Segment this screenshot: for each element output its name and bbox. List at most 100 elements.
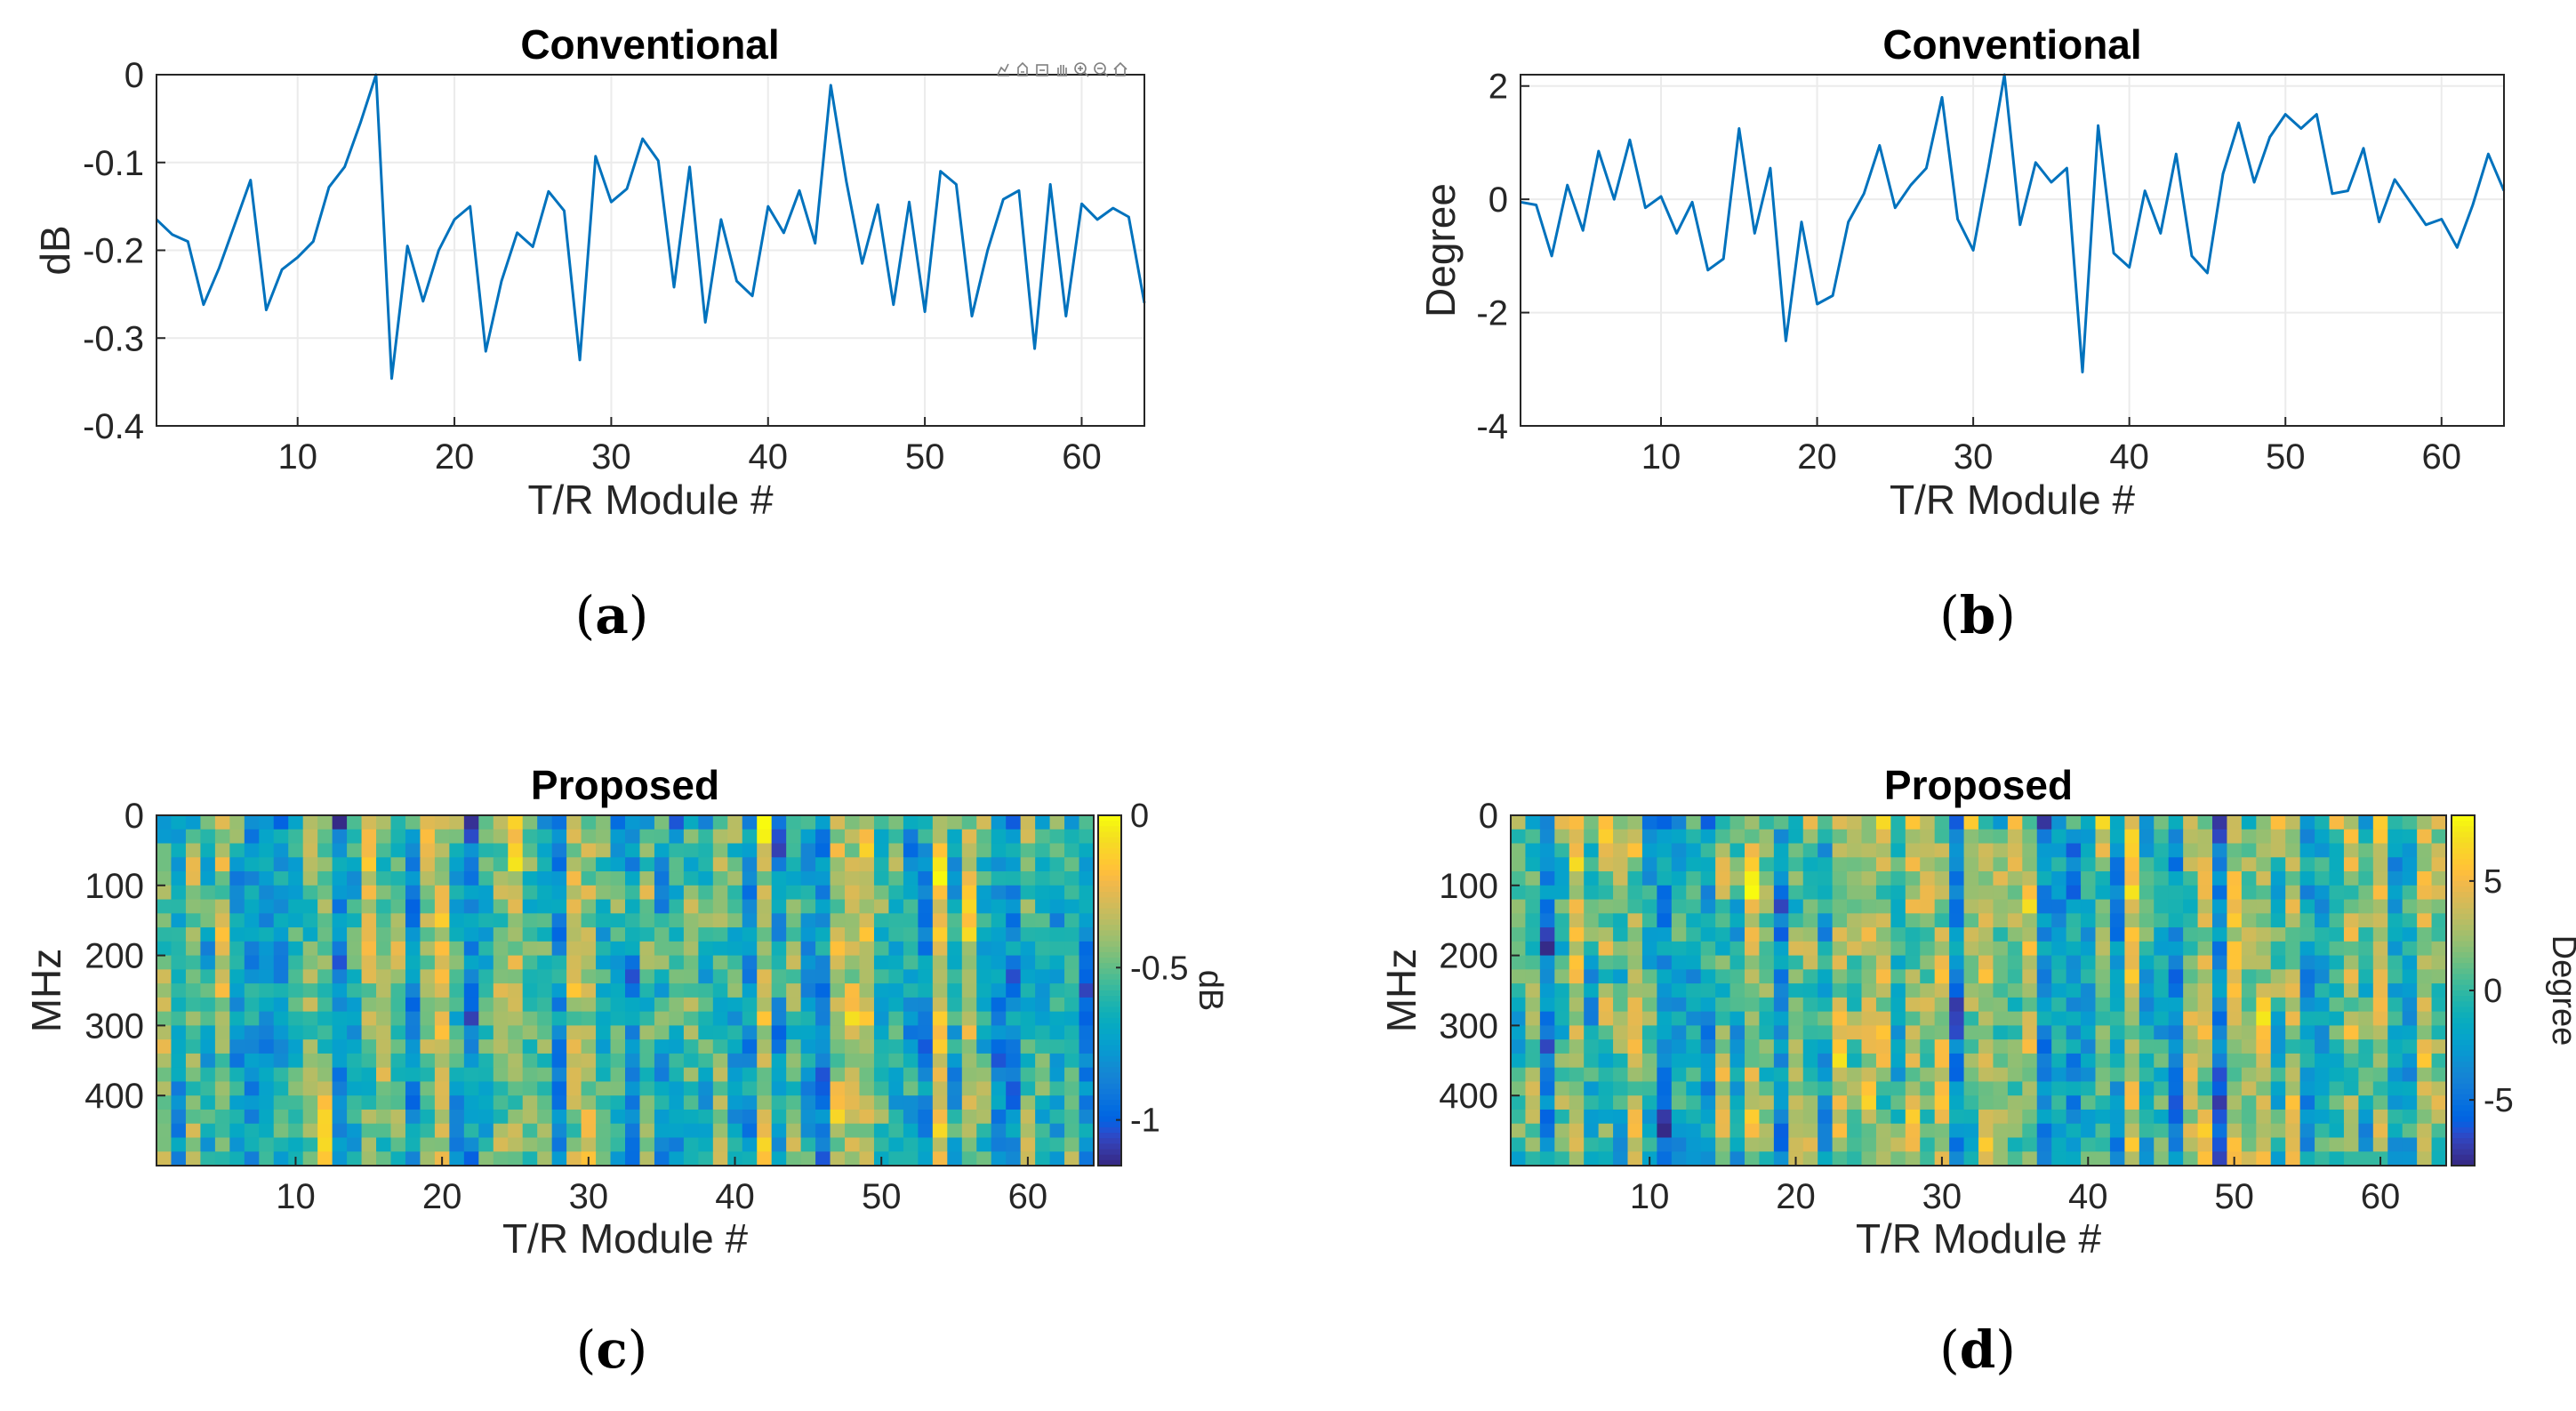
panel-c-heatmap-cell (537, 829, 553, 845)
panel-c-heatmap-cell (347, 843, 363, 858)
panel-d-heatmap-cell (2417, 913, 2433, 928)
panel-c-heatmap-cell (947, 815, 963, 830)
zoom-out-icon[interactable] (1094, 62, 1109, 77)
panel-c-heatmap-cell (478, 843, 494, 858)
panel-a-x-tick-label: 40 (749, 437, 789, 477)
panel-d-heatmap-cell (1729, 1067, 1745, 1083)
panel-d-heatmap-cell (1759, 1151, 1775, 1166)
panel-c-heatmap-cell (771, 969, 787, 984)
panel-d-heatmap-cell (1729, 1025, 1745, 1040)
panel-d-heatmap-cell (1627, 815, 1643, 830)
panel-c-heatmap-cell (742, 829, 758, 845)
panel-d-heatmap-cell (2387, 815, 2403, 830)
panel-d-heatmap-cell (1890, 1081, 1906, 1096)
panel-d-heatmap-cell (2139, 969, 2155, 984)
panel-d-heatmap-cell (1978, 1025, 1994, 1040)
brush-icon[interactable] (997, 63, 1009, 76)
panel-d-heatmap-cell (1598, 941, 1614, 957)
panel-d-heatmap-cell (1978, 843, 1994, 858)
panel-d-heatmap-cell (1657, 913, 1673, 928)
panel-c-heatmap-cell (171, 1123, 187, 1139)
panel-c-heatmap-cell (918, 1011, 934, 1026)
panel-d-heatmap-cell (2358, 1067, 2374, 1083)
panel-c-heatmap-cell (361, 927, 377, 942)
panel-d-heatmap-cell (2139, 1011, 2155, 1026)
panel-c-heatmap-cell (727, 1137, 743, 1152)
panel-d-heatmap-cell (2183, 843, 2199, 858)
panel-d-heatmap-cell (2022, 815, 2038, 830)
panel-c-heatmap-cell (566, 1039, 582, 1054)
home-icon[interactable] (1113, 61, 1128, 76)
panel-d-heatmap-cell (2285, 969, 2301, 984)
panel-c-heatmap-cell (1006, 843, 1022, 858)
panel-d-heatmap-cell (1949, 997, 1965, 1013)
pan-icon[interactable] (1057, 65, 1067, 76)
panel-d-heatmap-cell (2036, 1011, 2052, 1026)
panel-c-heatmap-cell (347, 815, 363, 830)
panel-c-heatmap-cell (976, 829, 992, 845)
panel-c-heatmap-cell (508, 927, 524, 942)
panel-a-axes-toolbar[interactable] (997, 61, 1128, 77)
panel-c-heatmap-cell (698, 1025, 714, 1040)
panel-d-heatmap-cell (2154, 815, 2170, 830)
panel-c-heatmap-cell (742, 983, 758, 998)
panel-d-heatmap-cell (1963, 1039, 1979, 1054)
panel-d-heatmap-cell (2154, 1025, 2170, 1040)
panel-d-heatmap-cell (2036, 1137, 2052, 1152)
panel-d-heatmap-cell (2051, 1109, 2067, 1125)
panel-c-heatmap-cell (581, 885, 597, 901)
panel-d-heatmap-cell (1686, 843, 1702, 858)
panel-d-heatmap-cell (2051, 815, 2067, 830)
panel-d-heatmap-cell (2431, 927, 2447, 942)
panel-d-heatmap-cell (1745, 843, 1761, 858)
panel-d-heatmap-cell (1759, 829, 1775, 845)
panel-d-heatmap-cell (1657, 969, 1673, 984)
panel-c-heatmap-cell (947, 1053, 963, 1069)
panel-d-heatmap-cell (2402, 843, 2418, 858)
zoom-in-icon[interactable] (1074, 62, 1089, 77)
panel-d-heatmap-cell (2022, 1081, 2038, 1096)
panel-d-heatmap-cell (2183, 1081, 2199, 1096)
export-icon[interactable] (1036, 64, 1048, 76)
panel-d-heatmap-cell (2051, 1025, 2067, 1040)
panel-d-heatmap-cell (1729, 1123, 1745, 1139)
panel-d-heatmap-cell (2241, 1123, 2257, 1139)
panel-d-heatmap-cell (1598, 1081, 1614, 1096)
panel-d-heatmap-cell (2081, 1109, 2097, 1125)
panel-c-heatmap-cell (288, 1067, 304, 1083)
panel-c-heatmap-cell (596, 927, 612, 942)
panel-c-heatmap-cell (683, 1109, 699, 1125)
datatip-icon[interactable] (1017, 61, 1028, 76)
panel-d-heatmap-cell (1993, 843, 2009, 858)
panel-c-heatmap-cell (932, 829, 948, 845)
panel-d-heatmap-cell (2358, 1109, 2374, 1125)
panel-d-heatmap-cell (2372, 1025, 2388, 1040)
panel-d-heatmap-cell (2431, 815, 2447, 830)
panel-d-heatmap-cell (2051, 871, 2067, 886)
panel-c-heatmap-cell (712, 913, 728, 928)
panel-d-colorbar-swatch (2452, 1067, 2475, 1073)
panel-c-heatmap-cell (639, 871, 655, 886)
panel-d-heatmap-cell (1598, 829, 1614, 845)
panel-d-heatmap-cell (1993, 857, 2009, 872)
panel-d-heatmap-cell (1818, 1109, 1834, 1125)
panel-d-heatmap-cell (1511, 1053, 1527, 1069)
panel-d-heatmap-cell (2139, 885, 2155, 901)
panel-c-heatmap-cell (581, 927, 597, 942)
panel-d-heatmap-cell (1759, 997, 1775, 1013)
panel-c-heatmap-cell (625, 1137, 641, 1152)
panel-d-heatmap-cell (2168, 1123, 2184, 1139)
panel-c-colorbar-swatch (1098, 913, 1121, 920)
panel-d-colorbar-swatch (2452, 1022, 2475, 1030)
panel-c-heatmap-cell (478, 1123, 494, 1139)
panel-d-heatmap-cell (1949, 871, 1965, 886)
panel-d-heatmap-cell (1832, 871, 1848, 886)
panel-d-heatmap-cell (1715, 871, 1731, 886)
panel-c-colorbar-swatch (1098, 875, 1121, 882)
panel-c-colorbar-swatch (1098, 1078, 1121, 1085)
panel-c-heatmap-cell (669, 1011, 685, 1026)
panel-d-heatmap-cell (1584, 871, 1600, 886)
panel-c-heatmap-cell (214, 1011, 230, 1026)
panel-d-heatmap-cell (2197, 1109, 2213, 1125)
